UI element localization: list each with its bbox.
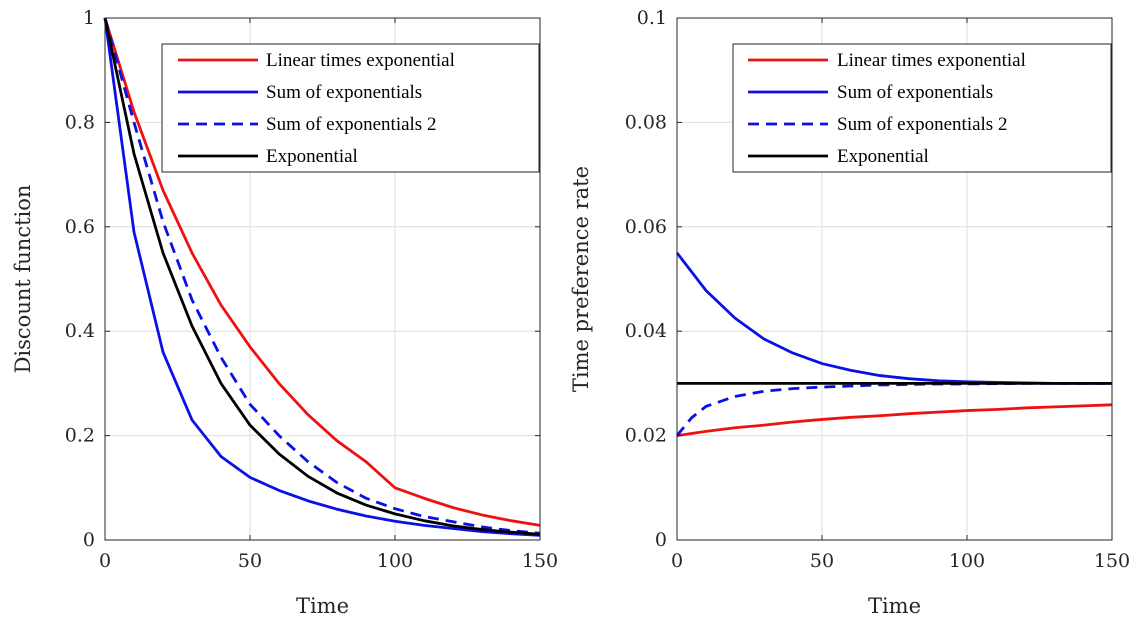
legend-box	[161, 43, 540, 173]
x-tick-label: 50	[810, 550, 834, 572]
legend-label: Exponential	[266, 146, 358, 167]
x-tick-label: 150	[522, 550, 558, 572]
y-tick-label: 0.2	[65, 425, 95, 447]
y-tick-label: 0	[655, 529, 667, 551]
axes-box	[104, 17, 541, 541]
y-tick-label: 0	[83, 529, 95, 551]
x-axis-title: Time	[296, 594, 349, 618]
y-tick-label: 0.08	[625, 111, 667, 133]
y-axis-title: Discount function	[11, 185, 35, 374]
legend-label: Linear times exponential	[266, 50, 455, 71]
x-tick-label: 0	[99, 550, 111, 572]
series-line-3	[675, 381, 1112, 437]
x-tick-label: 0	[671, 550, 683, 572]
legend-label: Exponential	[837, 146, 929, 167]
y-tick-label: 1	[83, 7, 95, 29]
chart-1: 0 50 100 150 0 0.2 0.4 0.6 0.8 1 Time Discount func…	[11, 7, 558, 618]
legend: Linear times exponential Sum of exponenti…	[732, 43, 1112, 173]
series-line-1	[676, 403, 1113, 437]
legend-label: Sum of exponentials 2	[837, 114, 1007, 135]
legend: Linear times exponential Sum of exponenti…	[161, 43, 540, 173]
y-axis-title: Time preference rate	[569, 166, 593, 392]
x-tick-label: 100	[949, 550, 985, 572]
x-axis-title: Time	[868, 594, 921, 618]
series-line-3	[103, 17, 541, 535]
series-line-4	[103, 17, 541, 536]
x-tick-label: 150	[1094, 550, 1130, 572]
y-tick-label: 0.02	[625, 425, 667, 447]
legend-box	[732, 43, 1112, 173]
y-tick-label: 0.04	[625, 320, 667, 342]
axes-box	[676, 17, 1113, 541]
y-tick-label: 0.1	[637, 7, 667, 29]
x-tick-label: 50	[238, 550, 262, 572]
y-tick-label: 0.8	[65, 111, 95, 133]
y-tick-label: 0.6	[65, 216, 95, 238]
x-tick-label: 100	[377, 550, 413, 572]
series-line-2	[103, 17, 541, 537]
legend-label: Sum of exponentials 2	[266, 114, 436, 135]
series-line-1	[103, 17, 541, 527]
y-tick-label: 0.06	[625, 216, 667, 238]
y-tick-label: 0.4	[65, 320, 95, 342]
chart-2: 0 50 100 150 0 0.02 0.04 0.06 0.08 0.1 Time Time pr…	[569, 7, 1130, 618]
legend-label: Sum of exponentials	[266, 82, 422, 103]
legend-label: Sum of exponentials	[837, 82, 993, 103]
legend-label: Linear times exponential	[837, 50, 1026, 71]
